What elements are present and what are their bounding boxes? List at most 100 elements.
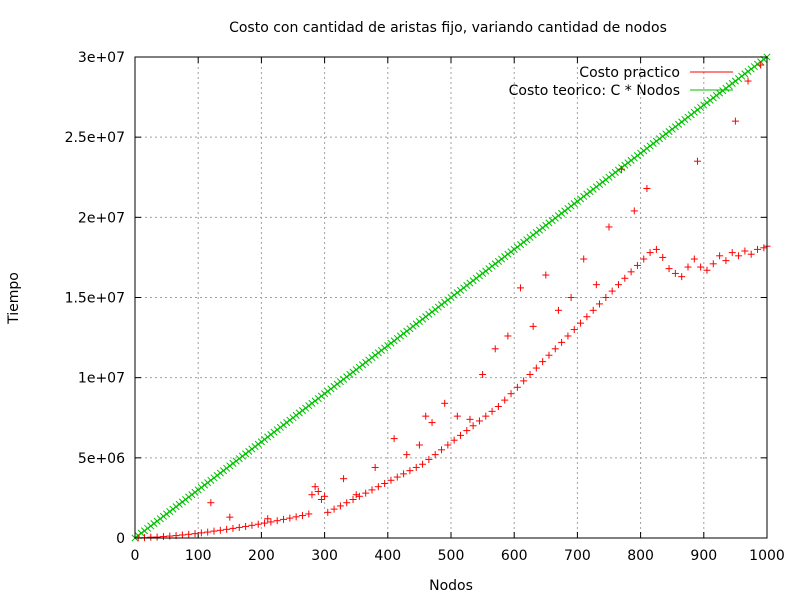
- teorico-point: [140, 527, 149, 535]
- practico-point: [488, 407, 496, 415]
- teorico-point: [191, 488, 199, 496]
- teorico-point: [577, 195, 585, 203]
- teorico-point: [674, 120, 683, 128]
- practico-point: [646, 249, 654, 257]
- teorico-point: [665, 128, 673, 136]
- practico-point: [542, 271, 550, 279]
- teorico-point: [558, 209, 566, 217]
- x-tick-label: 200: [248, 548, 275, 564]
- teorico-point: [589, 185, 597, 193]
- practico-point: [728, 249, 736, 257]
- teorico-point: [409, 322, 417, 330]
- practico-point: [482, 412, 490, 420]
- y-tick-label: 0: [116, 531, 125, 547]
- teorico-point: [403, 327, 411, 335]
- teorico-point: [172, 503, 180, 511]
- teorico-point: [314, 394, 322, 403]
- practico-point: [374, 483, 382, 491]
- teorico-point: [302, 404, 310, 412]
- practico-point: [684, 263, 692, 271]
- practico-point: [207, 499, 215, 507]
- practico-point: [596, 300, 604, 308]
- teorico-point: [384, 342, 392, 350]
- teorico-point: [463, 281, 471, 290]
- practico-point: [757, 61, 765, 69]
- practico-point: [703, 266, 711, 274]
- teorico-point: [235, 455, 243, 463]
- practico-point: [441, 399, 449, 407]
- teorico-point: [267, 431, 275, 439]
- practico-point: [178, 531, 186, 539]
- teorico-point: [390, 337, 398, 345]
- teorico-point: [273, 426, 281, 434]
- teorico-point: [292, 411, 300, 419]
- teorico-point: [298, 406, 307, 415]
- practico-point: [570, 326, 578, 334]
- practico-point: [671, 269, 679, 277]
- practico-point: [602, 294, 610, 301]
- teorico-point: [507, 248, 515, 256]
- practico-point: [741, 247, 749, 255]
- teorico-point: [722, 84, 730, 92]
- practico-point: [633, 261, 641, 269]
- teorico-point: [668, 125, 676, 133]
- teorico-point: [523, 236, 531, 244]
- teorico-point: [248, 445, 256, 453]
- teorico-point: [750, 63, 758, 71]
- practico-point: [539, 358, 547, 366]
- teorico-point: [204, 479, 212, 487]
- practico-point: [166, 532, 174, 540]
- practico-point: [387, 476, 395, 484]
- teorico-point: [257, 438, 265, 446]
- teorico-point: [349, 368, 357, 376]
- practico-point: [513, 383, 521, 391]
- teorico-point: [346, 370, 354, 379]
- practico-point: [286, 514, 294, 522]
- teorico-point: [305, 402, 313, 410]
- teorico-point: [469, 277, 477, 285]
- teorico-point: [182, 495, 190, 504]
- practico-point: [185, 530, 193, 538]
- teorico-point: [188, 491, 196, 499]
- teorico-point: [738, 72, 746, 80]
- teorico-point: [542, 221, 550, 229]
- teorico-point: [624, 159, 632, 167]
- practico-point: [580, 255, 588, 263]
- teorico-point: [643, 144, 651, 152]
- x-axis-ticks: 0 100 200 300 400 500 600 700 800 900 1000: [131, 57, 785, 564]
- teorico-point: [270, 428, 278, 436]
- teorico-point: [251, 443, 259, 451]
- x-tick-label: 800: [627, 548, 654, 564]
- teorico-point: [627, 156, 635, 164]
- teorico-point: [494, 257, 502, 265]
- teorico-point: [340, 375, 348, 383]
- teorico-point: [652, 137, 660, 145]
- teorico-point: [482, 267, 490, 275]
- teorico-point: [232, 457, 240, 465]
- teorico-point: [703, 99, 711, 107]
- teorico-point: [687, 111, 695, 119]
- practico-point: [491, 345, 499, 353]
- teorico-point: [513, 243, 521, 251]
- teorico-point: [254, 440, 262, 448]
- teorico-point: [400, 330, 408, 338]
- teorico-point: [539, 224, 547, 232]
- teorico-point: [548, 216, 556, 225]
- x-tick-label: 600: [501, 548, 528, 564]
- practico-point: [216, 526, 224, 534]
- practico-point: [690, 255, 698, 263]
- teorico-point: [595, 180, 604, 189]
- y-tick-label: 2.5e+07: [65, 130, 125, 146]
- practico-point: [678, 273, 686, 281]
- teorico-point: [753, 60, 762, 68]
- teorico-point: [213, 471, 221, 480]
- practico-point: [191, 530, 199, 538]
- legend-label-teorico: Costo teorico: C * Nodos: [509, 83, 680, 99]
- y-tick-label: 3e+07: [78, 50, 125, 66]
- teorico-point: [741, 70, 749, 78]
- practico-point: [564, 332, 572, 340]
- teorico-point: [137, 529, 145, 537]
- teorico-point: [374, 349, 382, 357]
- teorico-point: [719, 87, 727, 95]
- practico-point: [545, 351, 553, 359]
